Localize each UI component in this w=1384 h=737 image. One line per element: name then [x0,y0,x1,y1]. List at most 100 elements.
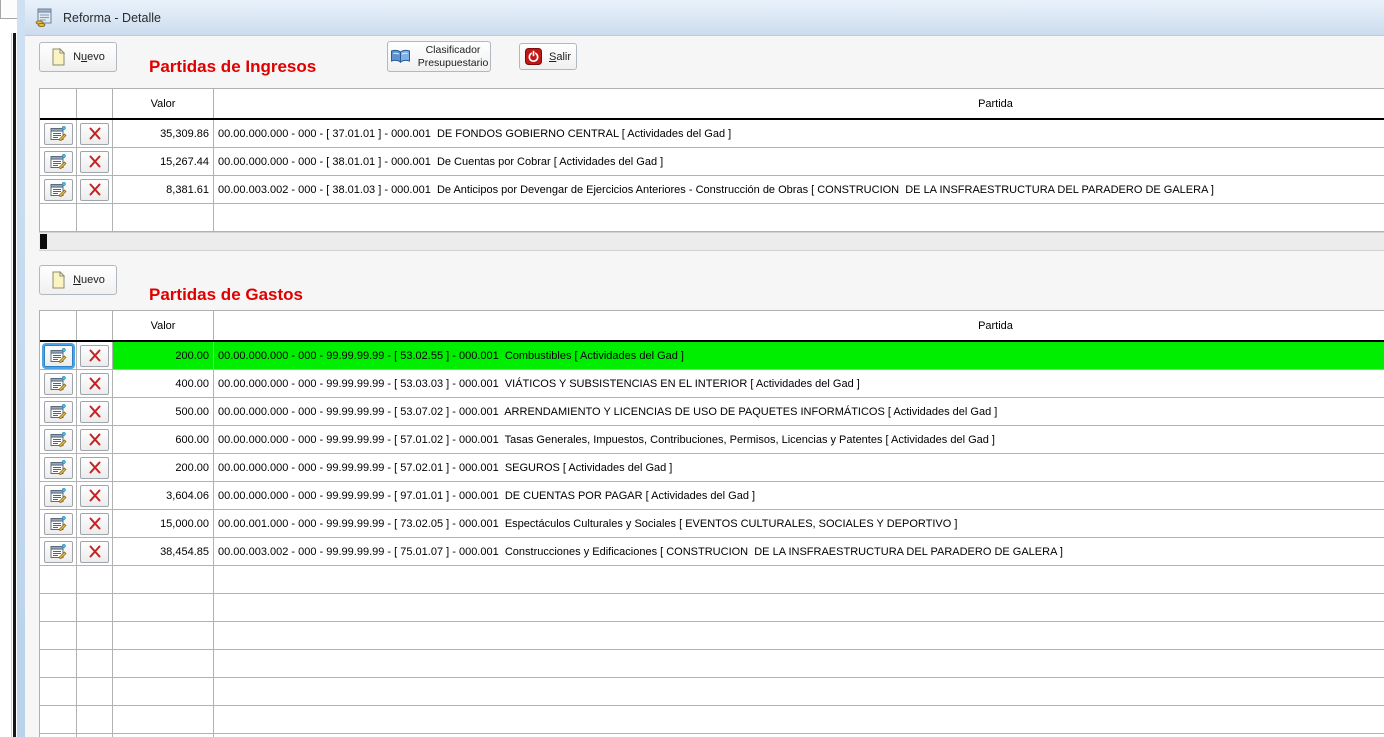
edit-cell [40,678,77,705]
partida-cell [214,706,1384,733]
partida-cell: 00.00.000.000 - 000 - [ 37.01.01 ] - 000… [214,120,1384,147]
window-content: Nuevo Partidas de Ingresos Clasificador … [25,35,1384,737]
edit-record-icon [50,544,67,559]
edit-row-button[interactable] [43,512,73,535]
report-coins-icon [34,8,54,27]
table-row: 600.00 00.00.000.000 - 000 - 99.99.99.99… [40,426,1384,454]
empty-table-row [40,678,1384,706]
open-book-icon [390,49,411,64]
valor-cell [113,706,214,733]
delete-row-button[interactable] [80,540,109,563]
gastos-section-title: Partidas de Gastos [149,285,304,304]
delete-row-button[interactable] [80,512,109,535]
edit-row-button[interactable] [43,122,73,145]
empty-table-row [40,706,1384,734]
window-left-border [17,0,25,737]
delete-row-button[interactable] [80,178,109,201]
delete-x-icon [88,405,102,418]
delete-cell [77,510,113,537]
delete-x-icon [88,433,102,446]
delete-cell [77,678,113,705]
table-row: 500.00 00.00.000.000 - 000 - 99.99.99.99… [40,398,1384,426]
edit-row-button[interactable] [43,150,73,173]
delete-x-icon [88,517,102,530]
edit-row-button[interactable] [43,178,73,201]
delete-cell [77,204,113,231]
edit-cell [40,148,77,175]
partida-column-header: Partida [214,311,1384,340]
edit-cell [40,398,77,425]
salir-button[interactable]: Salir [519,43,577,70]
delete-x-icon [88,155,102,168]
window-title: Reforma - Detalle [63,10,161,25]
delete-row-button[interactable] [80,344,109,367]
nuevo-gasto-button[interactable]: Nuevo [39,265,117,295]
valor-cell: 3,604.06 [113,482,214,509]
empty-table-row [40,204,1384,232]
edit-cell [40,538,77,565]
gastos-grid: Valor Partida [39,310,1384,737]
delete-cell [77,342,113,369]
horizontal-scrollbar[interactable] [39,232,1384,251]
delete-x-icon [88,461,102,474]
table-row: 400.00 00.00.000.000 - 000 - 99.99.99.99… [40,370,1384,398]
table-row: 8,381.61 00.00.003.002 - 000 - [ 38.01.0… [40,176,1384,204]
edit-row-button[interactable] [43,540,73,563]
valor-cell: 400.00 [113,370,214,397]
delete-cell [77,566,113,593]
delete-x-icon [88,183,102,196]
partida-cell: 00.00.000.000 - 000 - 99.99.99.99 - [ 57… [214,426,1384,453]
header-separator [40,118,1384,120]
edit-record-icon [50,376,67,391]
edit-column-header [40,89,77,118]
delete-row-button[interactable] [80,400,109,423]
edit-row-button[interactable] [43,344,73,367]
edit-record-icon [50,516,67,531]
hscrollbar-thumb[interactable] [40,234,47,249]
window-titlebar: Reforma - Detalle [25,0,1384,36]
edit-cell [40,120,77,147]
salir-label: Salir [549,50,572,63]
delete-x-icon [88,127,102,140]
edit-row-button[interactable] [43,372,73,395]
delete-row-button[interactable] [80,122,109,145]
valor-cell [113,678,214,705]
delete-row-button[interactable] [80,150,109,173]
edit-cell [40,622,77,649]
clasificador-label: Clasificador Presupuestario [417,43,489,69]
delete-row-button[interactable] [80,484,109,507]
empty-table-row [40,622,1384,650]
delete-cell [77,706,113,733]
valor-cell: 15,267.44 [113,148,214,175]
power-icon [525,48,542,65]
clasificador-presupuestario-button[interactable]: Clasificador Presupuestario [387,41,491,72]
delete-row-button[interactable] [80,428,109,451]
edit-row-button[interactable] [43,484,73,507]
delete-cell [77,594,113,621]
nuevo-ingreso-label: Nuevo [73,51,105,63]
delete-x-icon [88,489,102,502]
edit-record-icon [50,460,67,475]
valor-cell: 600.00 [113,426,214,453]
valor-cell: 8,381.61 [113,176,214,203]
edit-record-icon [50,154,67,169]
partida-cell [214,622,1384,649]
delete-cell [77,370,113,397]
delete-row-button[interactable] [80,372,109,395]
table-row: 3,604.06 00.00.000.000 - 000 - 99.99.99.… [40,482,1384,510]
panel-divider [11,33,12,737]
delete-row-button[interactable] [80,456,109,479]
delete-x-icon [88,377,102,390]
nuevo-ingreso-button[interactable]: Nuevo [39,42,117,72]
table-row: 35,309.86 00.00.000.000 - 000 - [ 37.01.… [40,120,1384,148]
edit-row-button[interactable] [43,428,73,451]
panel-splitter[interactable] [13,33,16,737]
edit-row-button[interactable] [43,456,73,479]
partida-cell [214,594,1384,621]
partida-cell: 00.00.003.002 - 000 - 99.99.99.99 - [ 75… [214,538,1384,565]
partida-cell: 00.00.001.000 - 000 - 99.99.99.99 - [ 73… [214,510,1384,537]
ingresos-grid: Valor Partida [39,88,1384,232]
edit-cell [40,204,77,231]
edit-row-button[interactable] [43,400,73,423]
gastos-grid-header: Valor Partida [40,310,1384,340]
